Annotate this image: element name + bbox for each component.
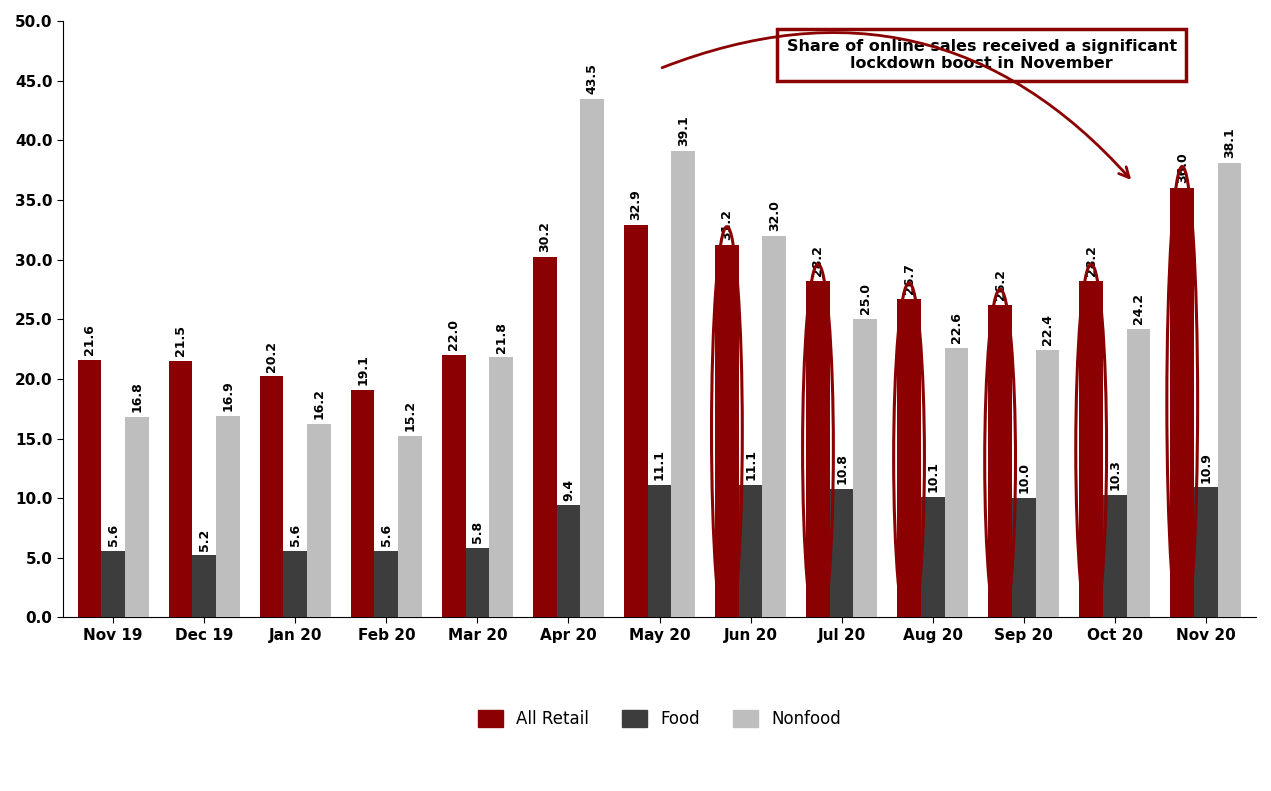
Text: 30.2: 30.2 (539, 221, 552, 252)
Bar (921, 497, 944, 618)
FancyArrowPatch shape (662, 32, 1129, 178)
Legend: All Retail, Food, Nonfood: All Retail, Food, Nonfood (470, 703, 848, 735)
Text: 15.2: 15.2 (403, 400, 417, 431)
Bar (283, 551, 308, 618)
Bar (1012, 498, 1036, 618)
Text: 21.6: 21.6 (83, 324, 95, 355)
Bar (78, 360, 102, 618)
Bar (763, 236, 785, 618)
Bar (102, 551, 125, 618)
Bar (125, 417, 149, 618)
Bar (671, 151, 695, 618)
Bar (1036, 350, 1059, 618)
Text: Share of online sales received a significant
lockdown boost in November: Share of online sales received a signifi… (787, 39, 1177, 71)
Text: 24.2: 24.2 (1132, 293, 1145, 324)
Bar (169, 361, 192, 618)
Text: 19.1: 19.1 (356, 354, 369, 385)
Text: 32.0: 32.0 (768, 200, 780, 231)
Bar (398, 436, 422, 618)
Bar (989, 305, 1012, 618)
Text: 26.2: 26.2 (994, 269, 1007, 300)
Text: 28.2: 28.2 (1084, 245, 1098, 276)
Bar (465, 548, 489, 618)
Bar (648, 485, 671, 618)
Bar (442, 355, 465, 618)
Bar (944, 348, 969, 618)
Bar (375, 551, 398, 618)
Text: 11.1: 11.1 (744, 449, 758, 480)
Bar (854, 320, 877, 618)
Bar (489, 358, 513, 618)
Bar (624, 225, 648, 618)
Text: 43.5: 43.5 (586, 63, 599, 94)
Bar (581, 99, 604, 618)
Text: 25.0: 25.0 (859, 283, 872, 315)
Bar (1103, 494, 1126, 618)
Text: 28.2: 28.2 (811, 245, 825, 276)
Bar (716, 245, 738, 618)
Bar (738, 485, 763, 618)
Bar (1171, 188, 1193, 618)
Bar (216, 416, 240, 618)
Text: 10.1: 10.1 (927, 461, 939, 492)
Bar (1126, 329, 1150, 618)
Text: 36.0: 36.0 (1176, 153, 1188, 184)
Text: 9.4: 9.4 (562, 479, 574, 501)
Text: 11.1: 11.1 (653, 449, 666, 480)
Text: 10.0: 10.0 (1017, 463, 1031, 494)
Bar (1193, 487, 1218, 618)
Bar (259, 377, 283, 618)
Bar (533, 257, 557, 618)
Text: 26.7: 26.7 (902, 263, 915, 294)
Text: 5.6: 5.6 (107, 524, 119, 546)
Text: 5.2: 5.2 (198, 528, 211, 551)
Bar (806, 281, 830, 618)
Text: 21.5: 21.5 (174, 325, 187, 356)
Bar (897, 299, 921, 618)
Bar (1079, 281, 1103, 618)
Text: 16.8: 16.8 (131, 381, 144, 412)
Text: 5.6: 5.6 (380, 524, 393, 546)
Text: 10.8: 10.8 (835, 453, 848, 484)
Text: 20.2: 20.2 (266, 341, 278, 372)
Text: 10.3: 10.3 (1108, 459, 1121, 490)
Bar (351, 390, 375, 618)
Bar (1218, 163, 1242, 618)
Text: 22.4: 22.4 (1041, 315, 1054, 346)
Text: 32.9: 32.9 (629, 190, 642, 220)
Bar (830, 489, 854, 618)
Text: 21.8: 21.8 (494, 322, 507, 353)
Bar (308, 424, 330, 618)
Text: 5.8: 5.8 (470, 521, 484, 543)
Text: 39.1: 39.1 (676, 115, 690, 146)
Text: 22.0: 22.0 (447, 320, 460, 350)
Text: 10.9: 10.9 (1200, 452, 1213, 483)
Text: 16.9: 16.9 (221, 380, 234, 411)
Text: 31.2: 31.2 (721, 210, 733, 240)
Text: 22.6: 22.6 (949, 312, 963, 343)
Text: 5.6: 5.6 (289, 524, 301, 546)
Bar (557, 505, 581, 618)
Bar (192, 555, 216, 618)
Text: 38.1: 38.1 (1223, 127, 1237, 158)
Text: 16.2: 16.2 (313, 388, 325, 419)
